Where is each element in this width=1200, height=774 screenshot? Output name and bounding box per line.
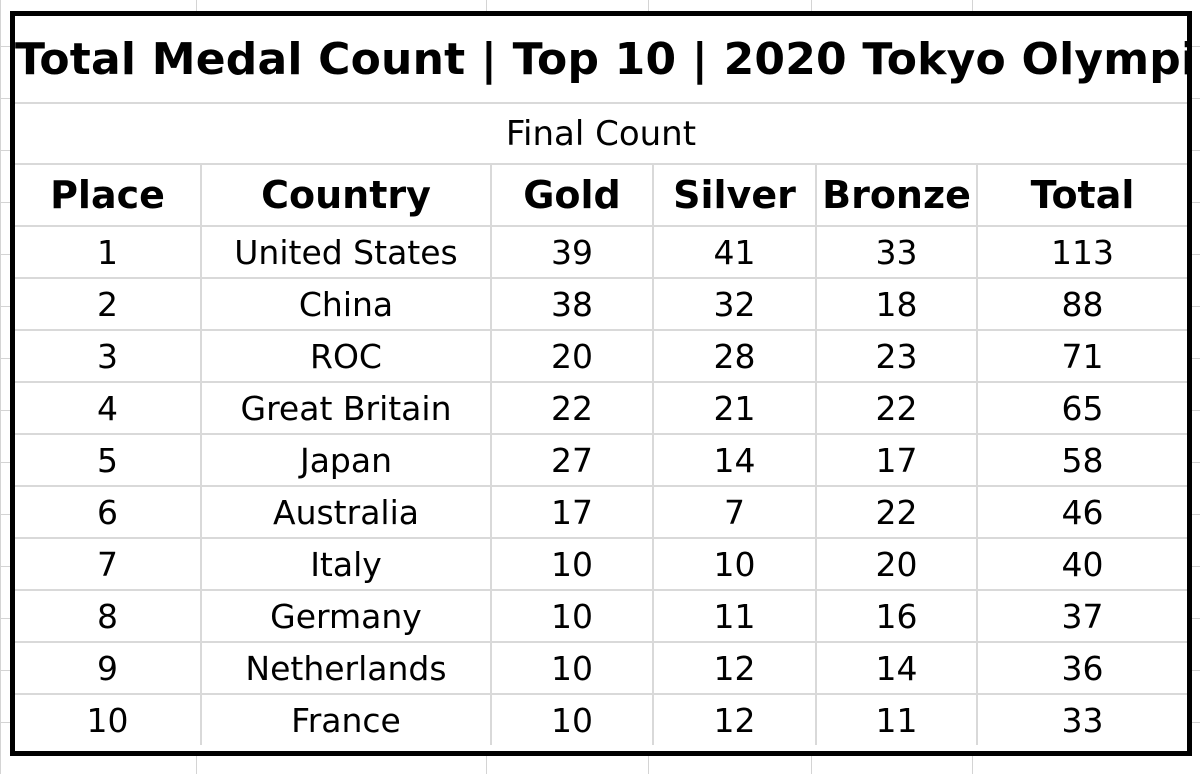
cell-country[interactable]: Netherlands <box>201 642 492 695</box>
table-row: 9 Netherlands 10 12 14 36 <box>15 642 1187 695</box>
cell-bronze[interactable]: 16 <box>816 590 978 643</box>
cell-country[interactable]: Italy <box>201 538 492 591</box>
header-gold[interactable]: Gold <box>491 164 654 227</box>
cell-bronze[interactable]: 14 <box>816 642 978 695</box>
cell-place[interactable]: 2 <box>15 278 202 331</box>
cell-place[interactable]: 9 <box>15 642 202 695</box>
cell-country[interactable]: France <box>201 694 492 745</box>
cell-total[interactable]: 46 <box>977 486 1187 539</box>
cell-bronze[interactable]: 11 <box>816 694 978 745</box>
table-subtitle[interactable]: Final Count <box>15 103 1187 165</box>
cell-silver[interactable]: 14 <box>653 434 817 487</box>
cell-total[interactable]: 33 <box>1061 700 1104 740</box>
cell-place[interactable]: 6 <box>15 486 202 539</box>
cell-silver[interactable]: 41 <box>653 226 817 279</box>
cell-silver[interactable]: 10 <box>653 538 817 591</box>
cell-gold[interactable]: 10 <box>491 590 654 643</box>
cell-bronze[interactable]: 22 <box>816 486 978 539</box>
cell-gold[interactable]: 38 <box>491 278 654 331</box>
cell-total[interactable]: 88 <box>977 278 1187 331</box>
cell-place[interactable]: 7 <box>15 538 202 591</box>
cell-silver[interactable]: 12 <box>653 694 817 745</box>
cell-total[interactable]: 40 <box>977 538 1187 591</box>
table-title[interactable]: Total Medal Count | Top 10 | 2020 Tokyo … <box>15 16 1187 104</box>
cell-gold[interactable]: 10 <box>491 642 654 695</box>
cell-place[interactable]: 1 <box>15 226 202 279</box>
cell-country[interactable]: Australia <box>201 486 492 539</box>
table-row: 5 Japan 27 14 17 58 <box>15 434 1187 487</box>
header-total[interactable]: Total <box>977 164 1187 227</box>
header-row: Place Country Gold Silver Bronze Total <box>15 164 1187 227</box>
header-bronze[interactable]: Bronze <box>816 164 978 227</box>
subtitle-row: Final Count <box>15 103 1187 165</box>
cell-country[interactable]: Germany <box>201 590 492 643</box>
cell-total[interactable]: 58 <box>977 434 1187 487</box>
table-row: 6 Australia 17 7 22 46 <box>15 486 1187 539</box>
cell-place[interactable]: 8 <box>15 590 202 643</box>
medal-table: Total Medal Count | Top 10 | 2020 Tokyo … <box>15 16 1187 745</box>
header-country[interactable]: Country <box>201 164 492 227</box>
cell-gold[interactable]: 20 <box>491 330 654 383</box>
cell-bronze[interactable]: 17 <box>816 434 978 487</box>
cell-bronze[interactable]: 23 <box>816 330 978 383</box>
title-row: Total Medal Count | Top 10 | 2020 Tokyo … <box>15 16 1187 104</box>
cell-silver[interactable]: 28 <box>653 330 817 383</box>
cell-country[interactable]: Japan <box>201 434 492 487</box>
cell-silver[interactable]: 32 <box>653 278 817 331</box>
cell-country[interactable]: Great Britain <box>201 382 492 435</box>
cell-total[interactable]: 36 <box>977 642 1187 695</box>
table-row: 3 ROC 20 28 23 71 <box>15 330 1187 383</box>
cell-silver[interactable]: 7 <box>653 486 817 539</box>
cell-gold[interactable]: 10 <box>491 538 654 591</box>
cell-total[interactable]: 71 <box>977 330 1187 383</box>
cell-silver[interactable]: 21 <box>653 382 817 435</box>
cell-gold[interactable]: 27 <box>491 434 654 487</box>
table-row: 7 Italy 10 10 20 40 <box>15 538 1187 591</box>
cell-country[interactable]: China <box>201 278 492 331</box>
cell-bronze[interactable]: 20 <box>816 538 978 591</box>
cell-gold[interactable]: 22 <box>491 382 654 435</box>
cell-bronze[interactable]: 33 <box>816 226 978 279</box>
cell-silver[interactable]: 12 <box>653 642 817 695</box>
cell-place[interactable]: 5 <box>15 434 202 487</box>
table-row: 4 Great Britain 22 21 22 65 <box>15 382 1187 435</box>
cell-place[interactable]: 3 <box>15 330 202 383</box>
cell-total[interactable]: 37 <box>977 590 1187 643</box>
table-row: 10 France 10 12 11 33 <box>15 694 1187 745</box>
table-row: 1 United States 39 41 33 113 <box>15 226 1187 279</box>
cell-country[interactable]: United States <box>201 226 492 279</box>
table-row: 2 China 38 32 18 88 <box>15 278 1187 331</box>
header-silver[interactable]: Silver <box>653 164 817 227</box>
cell-total[interactable]: 65 <box>977 382 1187 435</box>
cell-silver[interactable]: 11 <box>653 590 817 643</box>
cell-bronze[interactable]: 18 <box>816 278 978 331</box>
medal-table-frame: Total Medal Count | Top 10 | 2020 Tokyo … <box>10 11 1192 756</box>
cell-place[interactable]: 4 <box>15 382 202 435</box>
cell-country[interactable]: ROC <box>201 330 492 383</box>
cell-gold[interactable]: 10 <box>491 694 654 745</box>
cell-bronze[interactable]: 22 <box>816 382 978 435</box>
header-place[interactable]: Place <box>15 164 202 227</box>
table-row: 8 Germany 10 11 16 37 <box>15 590 1187 643</box>
cell-place[interactable]: 10 <box>15 694 202 745</box>
cell-total[interactable]: 113 <box>977 226 1187 279</box>
cell-gold[interactable]: 17 <box>491 486 654 539</box>
cell-gold[interactable]: 39 <box>491 226 654 279</box>
